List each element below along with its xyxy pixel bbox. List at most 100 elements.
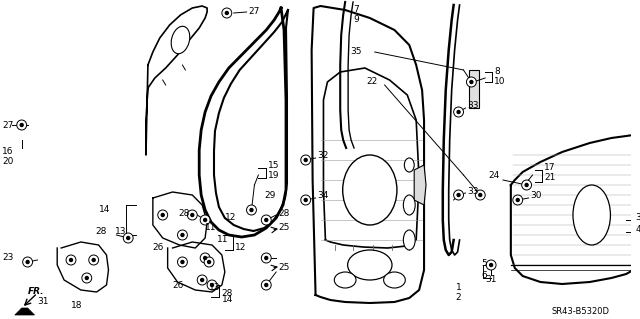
- Circle shape: [467, 77, 476, 87]
- Circle shape: [200, 253, 210, 263]
- Text: 26: 26: [173, 280, 184, 290]
- Text: 24: 24: [488, 170, 499, 180]
- Ellipse shape: [403, 195, 415, 215]
- Text: 33: 33: [467, 187, 479, 196]
- Circle shape: [26, 261, 29, 263]
- Circle shape: [158, 210, 168, 220]
- Circle shape: [66, 255, 76, 265]
- Circle shape: [17, 120, 27, 130]
- Circle shape: [161, 213, 164, 217]
- Circle shape: [304, 159, 307, 161]
- Text: 11: 11: [217, 235, 228, 244]
- Text: 31: 31: [38, 298, 49, 307]
- Text: 1: 1: [456, 283, 461, 292]
- Circle shape: [454, 190, 463, 200]
- Circle shape: [261, 253, 271, 263]
- Text: 2: 2: [456, 293, 461, 301]
- Text: SR43-B5320D: SR43-B5320D: [552, 308, 609, 316]
- Ellipse shape: [404, 158, 414, 172]
- Circle shape: [261, 280, 271, 290]
- Text: 27: 27: [2, 121, 13, 130]
- Text: 29: 29: [264, 190, 276, 199]
- Circle shape: [479, 194, 482, 197]
- Circle shape: [250, 209, 253, 211]
- Text: 5: 5: [481, 258, 487, 268]
- Circle shape: [82, 273, 92, 283]
- Ellipse shape: [171, 26, 189, 54]
- Circle shape: [20, 123, 23, 127]
- Circle shape: [201, 278, 204, 281]
- Circle shape: [207, 280, 217, 290]
- FancyBboxPatch shape: [469, 70, 479, 108]
- Text: 28: 28: [95, 227, 106, 236]
- Circle shape: [70, 258, 72, 262]
- Ellipse shape: [403, 230, 415, 250]
- Circle shape: [204, 219, 207, 221]
- Circle shape: [211, 284, 214, 286]
- Text: 34: 34: [317, 190, 329, 199]
- Text: 14: 14: [99, 205, 111, 214]
- Circle shape: [522, 180, 532, 190]
- Circle shape: [490, 263, 493, 266]
- Circle shape: [22, 257, 33, 267]
- Text: 19: 19: [268, 170, 280, 180]
- Text: 13: 13: [115, 227, 126, 236]
- Circle shape: [246, 205, 257, 215]
- Text: 28: 28: [278, 209, 289, 218]
- Circle shape: [516, 198, 519, 202]
- Text: 22: 22: [367, 78, 378, 86]
- Ellipse shape: [573, 185, 611, 245]
- Circle shape: [222, 8, 232, 18]
- Ellipse shape: [334, 272, 356, 288]
- Text: 12: 12: [225, 213, 236, 222]
- Text: 21: 21: [545, 174, 556, 182]
- Text: 17: 17: [545, 164, 556, 173]
- Circle shape: [476, 190, 485, 200]
- Text: 12: 12: [235, 243, 246, 253]
- Circle shape: [265, 256, 268, 259]
- Circle shape: [301, 195, 310, 205]
- Circle shape: [181, 261, 184, 263]
- Circle shape: [207, 261, 211, 263]
- Text: 25: 25: [278, 263, 289, 272]
- Text: 10: 10: [494, 78, 506, 86]
- Text: 3: 3: [635, 213, 640, 222]
- Circle shape: [188, 210, 197, 220]
- Circle shape: [225, 11, 228, 14]
- Circle shape: [181, 234, 184, 236]
- Polygon shape: [414, 165, 426, 205]
- Circle shape: [89, 255, 99, 265]
- Text: 8: 8: [494, 68, 500, 77]
- Text: 20: 20: [2, 158, 13, 167]
- Ellipse shape: [383, 272, 405, 288]
- Circle shape: [200, 215, 210, 225]
- Text: 26: 26: [153, 243, 164, 253]
- Text: 14: 14: [222, 295, 233, 305]
- Text: 25: 25: [278, 224, 289, 233]
- Text: 32: 32: [317, 151, 329, 160]
- Circle shape: [301, 155, 310, 165]
- Circle shape: [457, 194, 460, 197]
- Text: 23: 23: [2, 254, 13, 263]
- Text: 9: 9: [353, 16, 359, 25]
- Text: FR.: FR.: [28, 287, 44, 296]
- Text: 28: 28: [221, 288, 232, 298]
- Circle shape: [124, 233, 133, 243]
- Text: 15: 15: [268, 160, 280, 169]
- Text: 6: 6: [481, 271, 487, 280]
- Text: 7: 7: [353, 5, 359, 14]
- Circle shape: [261, 215, 271, 225]
- Circle shape: [457, 110, 460, 114]
- Ellipse shape: [342, 155, 397, 225]
- Ellipse shape: [348, 250, 392, 280]
- Circle shape: [85, 277, 88, 279]
- Text: 30: 30: [531, 191, 542, 201]
- Text: 27: 27: [248, 8, 260, 17]
- Circle shape: [454, 107, 463, 117]
- Circle shape: [470, 80, 473, 84]
- Text: 35: 35: [350, 48, 362, 56]
- Circle shape: [486, 260, 496, 270]
- Circle shape: [127, 236, 130, 240]
- Text: 4: 4: [635, 226, 640, 234]
- Circle shape: [197, 275, 207, 285]
